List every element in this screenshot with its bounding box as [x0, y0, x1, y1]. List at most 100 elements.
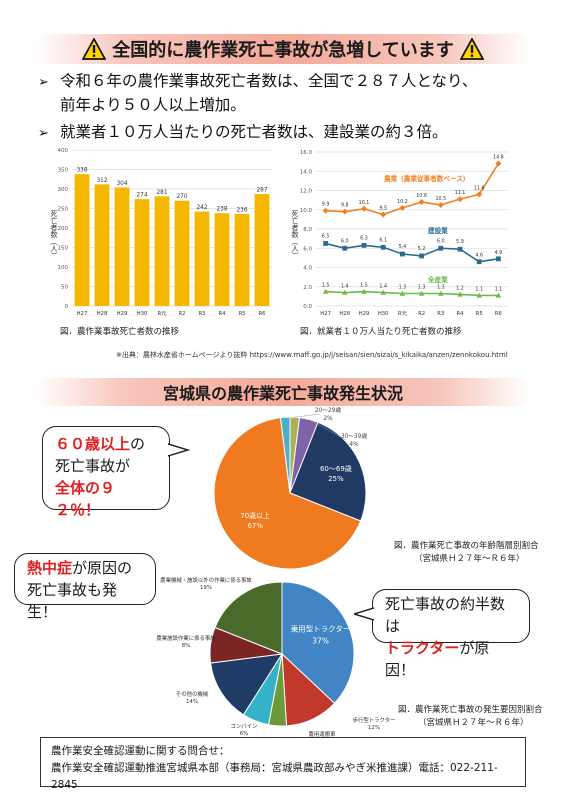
x-tick-label: H30 [137, 311, 148, 317]
highlight-heatstroke: 熱中症 [27, 559, 73, 577]
data-point [361, 205, 367, 212]
bar [154, 196, 170, 306]
data-label: 10.2 [397, 199, 408, 205]
data-label: 11.1 [455, 190, 466, 196]
bullet-marker: ➢ [38, 75, 49, 90]
bullet-item: ➢ 就業者１０万人当たりの死亡者数は、建設業の約３倍。 [38, 121, 448, 145]
slice-value: 4% [349, 442, 359, 448]
data-point [438, 290, 444, 296]
data-point [476, 292, 482, 298]
slice-value: 37% [312, 636, 329, 645]
data-label: 10.8 [416, 193, 427, 199]
pie-chart-age-distribution: 60～69歳 25% 70歳以上 67% 20～29歳 2% 30～39歳 4% [213, 406, 367, 570]
data-label: 1.1 [475, 286, 483, 292]
bubble-tail [168, 443, 190, 457]
y-axis-label: 死亡者数（人） [291, 210, 299, 259]
bar-chart-national-deaths: 0 50 100 150 200 250 300 350 400 338 H27 312 H28 304 H… [50, 148, 272, 317]
x-tick-label: H27 [320, 311, 331, 317]
bar [74, 174, 90, 306]
caption-line: 図．農作業死亡事故の発生要因別割合 [398, 705, 543, 715]
series-line [325, 242, 499, 263]
data-point [418, 199, 425, 206]
data-label: 6.0 [341, 238, 349, 244]
slice-label: 農業機械・施設以外の作業に係る事故 [160, 576, 252, 584]
bar-chart-caption: 図．農作業事故死亡者数の推移 [60, 327, 180, 337]
bar [114, 187, 130, 306]
y-tick-label: 14.0 [300, 169, 313, 175]
slice-value: 25% [328, 475, 344, 483]
y-axis-label: 死亡者数（人） [50, 210, 58, 259]
bar-value-label: 270 [176, 194, 187, 200]
data-point [361, 242, 367, 248]
speech-bubble-heat: 熱中症が原因の 死亡事故も発生！ [14, 553, 156, 621]
bar-value-label: 304 [116, 181, 127, 187]
x-tick-label: R3 [437, 311, 444, 317]
data-label: 1.4 [379, 284, 387, 290]
y-tick-label: 150 [58, 246, 69, 252]
data-point [457, 246, 463, 252]
bullet-text: 就業者１０万人当たりの死亡者数は、建設業の約３倍。 [60, 123, 448, 141]
data-label: 1.3 [437, 284, 445, 290]
header-title-miyagi: 宮城県の農作業死亡事故発生状況 [162, 384, 403, 403]
series-line [325, 290, 499, 297]
source-note: ※出典：農林水産省ホームページより抜粋 https://www.maff.go.… [116, 351, 508, 359]
header-banner-national: 全国的に農作業死亡事故が急増しています [36, 34, 530, 64]
data-label: 4.9 [495, 250, 503, 256]
slice-label: コンバイン [231, 723, 258, 730]
data-point [380, 289, 386, 295]
y-tick-label: 250 [58, 207, 69, 213]
y-tick-label: 8.0 [303, 227, 312, 233]
bubble-text: 死亡事故も発生！ [27, 581, 118, 621]
data-point [361, 288, 367, 294]
pie-slice [281, 581, 355, 704]
pie-slice [210, 653, 283, 716]
y-tick-label: 6.0 [303, 246, 312, 252]
slice-value: 6% [240, 731, 249, 737]
x-tick-label: R4 [456, 311, 464, 317]
bullet-item: ➢ 令和６年の農作業事故死亡者数は、全国で２８７人となり、 [38, 70, 477, 94]
data-label: 10.5 [435, 196, 446, 202]
slice-value: 19% [200, 585, 212, 591]
slice-value: 67% [247, 522, 263, 530]
bar [194, 211, 210, 306]
y-tick-label: 200 [58, 226, 69, 232]
data-label: 5.4 [399, 244, 407, 250]
bar [214, 213, 230, 306]
x-tick-label: R2 [418, 311, 425, 317]
series-label: 農業（農業従事者数ベース） [384, 174, 469, 183]
data-point [457, 291, 463, 297]
x-tick-label: H29 [117, 311, 128, 317]
contact-box: 農作業安全確認運動に関する問合せ： 農作業安全確認運動推進宮城県本部（事務局：宮… [40, 737, 526, 791]
bar-value-label: 287 [256, 188, 267, 194]
x-tick-label: R元 [158, 310, 168, 317]
data-point [322, 207, 329, 214]
x-tick-label: H27 [77, 311, 88, 317]
data-point [399, 204, 406, 211]
data-label: 9.8 [341, 203, 349, 209]
slice-label: 歩行型トラクター [353, 716, 396, 724]
slice-label: 60～69歳 [320, 464, 352, 473]
pie-slice [289, 421, 367, 522]
y-tick-label: 10.0 [300, 208, 313, 214]
pie-chart-cause-distribution: 乗用型トラクター37%歩行型トラクター12%農用運搬車4%コンバイン6%その他の… [156, 576, 396, 738]
data-label: 1.2 [456, 285, 464, 291]
pie-age-caption: 図．農作業死亡事故の年齢階層別割合 （宮城県Ｈ２７年～Ｒ６年） [394, 540, 539, 566]
pie-slice [213, 417, 362, 570]
bar [94, 184, 110, 306]
bubble-text: が原因！ [385, 639, 490, 679]
series-label: 建設業 [427, 226, 448, 235]
slice-label: 20～29歳 [315, 406, 342, 414]
slice-label: その他の機械 [176, 690, 209, 698]
y-tick-label: 16.0 [300, 150, 313, 156]
data-label: 1.1 [495, 286, 503, 292]
data-label: 9.5 [379, 206, 387, 212]
data-label: 6.0 [437, 238, 445, 244]
data-point [380, 211, 387, 218]
data-point [399, 290, 406, 296]
slice-label: 農用運搬車 [309, 730, 337, 738]
data-label: 6.5 [322, 233, 330, 239]
bar-value-label: 281 [156, 190, 167, 196]
x-tick-label: R4 [218, 311, 226, 317]
y-tick-label: 300 [58, 187, 69, 193]
highlight-60plus: ６０歳以上 [55, 435, 131, 453]
